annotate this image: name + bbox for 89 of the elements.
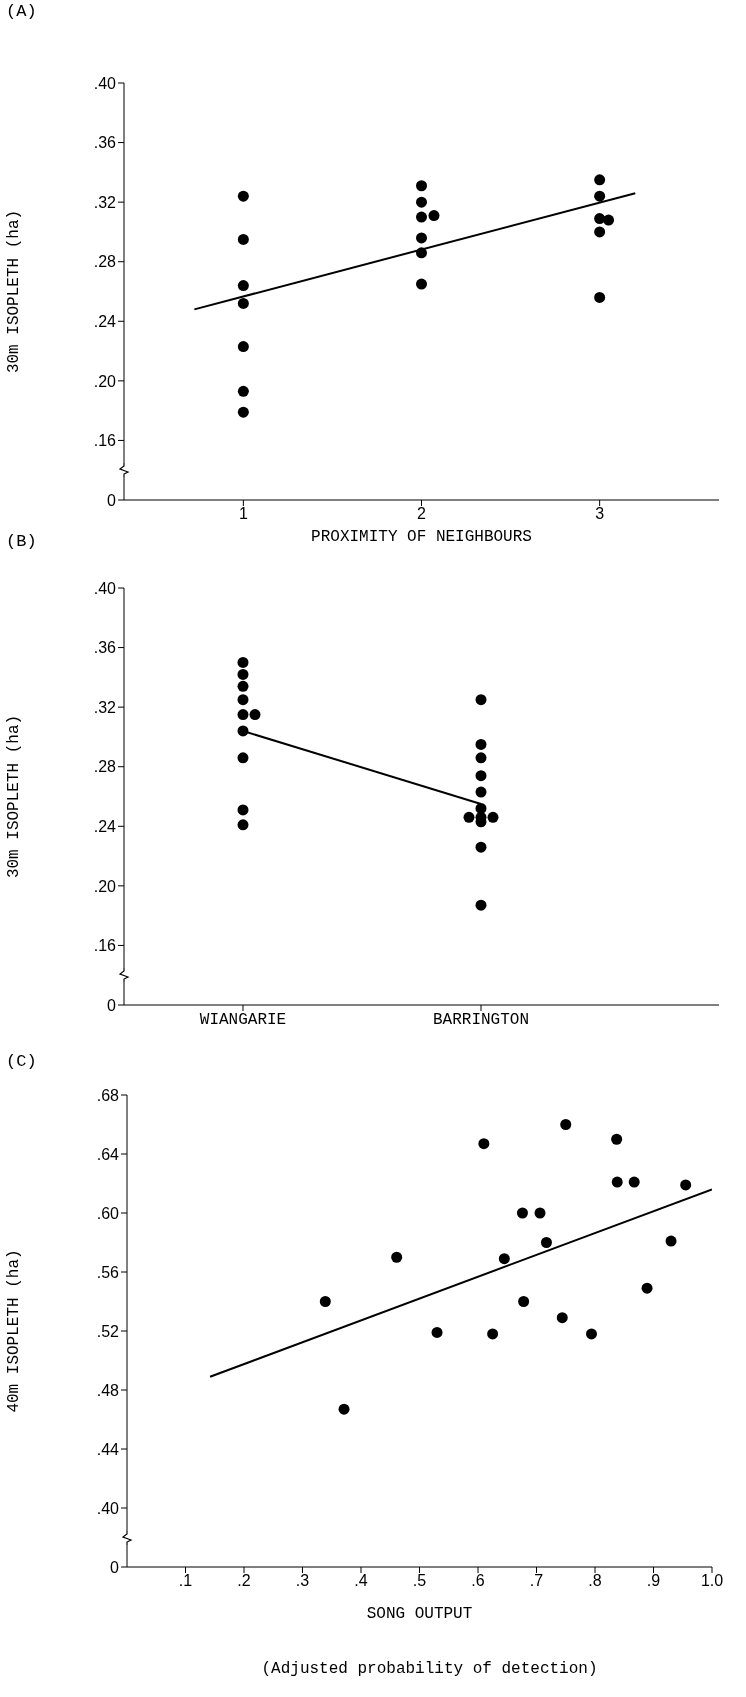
point [560,1119,572,1130]
point [237,233,249,245]
point [680,1179,692,1191]
x-tick-label: .9 [646,1572,661,1590]
y-axis-title: 40m ISOPLETH (ha) [4,1249,23,1413]
point [594,291,606,303]
point [319,1296,331,1307]
y-axis-title: 30m ISOPLETH (ha) [4,714,23,879]
y-tick-label: .64 [96,1145,120,1163]
point [237,190,249,202]
chart-title: (A) [6,2,37,21]
x-tick-label: WIANGARIE [199,1011,287,1030]
y-tick-label: .20 [93,877,117,895]
point [416,180,427,192]
point [237,385,249,397]
point [594,174,606,186]
point [416,278,427,290]
x-tick-label: .3 [295,1572,310,1590]
point [665,1235,677,1247]
point [594,226,606,238]
chart-title: (B) [6,532,37,551]
y-tick-label: .52 [96,1322,120,1340]
y-tick-label: .16 [93,937,117,955]
point [603,214,615,226]
point [428,210,440,222]
point [594,190,606,202]
point [641,1282,653,1294]
x-tick-label: 3 [595,505,605,523]
y-tick-label: .36 [93,639,117,657]
y-tick-label: .20 [93,372,117,390]
x-tick-label: BARRINGTON [432,1011,530,1030]
y-tick-label: .16 [93,432,117,450]
point [628,1176,640,1188]
y-tick-label: .40 [93,579,117,597]
text: (Adjusted probability of detection) [260,1660,599,1678]
x-tick-label: .6 [471,1572,485,1590]
point [431,1326,443,1338]
y-tick-label: .32 [93,193,117,211]
point [585,1328,597,1340]
y-tick-label: .24 [93,817,117,835]
y-tick-label: .48 [96,1381,120,1399]
x-tick-label: 1.0 [700,1572,724,1590]
point [487,1328,499,1340]
x-axis-title: SONG OUTPUT [365,1605,474,1623]
point [516,1207,528,1219]
y-tick-label: .24 [93,312,117,330]
point [416,232,427,244]
chart-title: (C) [6,1052,37,1071]
point [416,247,427,259]
y-tick-label: .36 [93,134,117,152]
point [416,196,427,208]
y-axis-title: 30m ISOPLETH (ha) [4,209,23,374]
point [534,1207,546,1219]
y-tick-label: 0 [110,1558,120,1576]
point [611,1133,623,1145]
point [391,1251,403,1263]
y-tick-label: 0 [107,491,117,509]
x-tick-label: .8 [588,1572,602,1590]
point [594,213,606,225]
x-tick-label: 1 [238,505,248,523]
y-tick-label: .56 [96,1263,120,1281]
x-tick-label: .1 [178,1572,193,1590]
y-tick-label: .40 [96,1499,120,1517]
x-tick-label: .5 [412,1572,427,1590]
point [518,1296,530,1307]
x-tick-label: .2 [237,1572,251,1590]
y-tick-label: .28 [93,253,117,271]
y-tick-label: .60 [96,1204,120,1222]
point [540,1237,552,1248]
y-tick-label: .40 [93,74,117,92]
x-tick-label: .7 [529,1572,544,1590]
point [498,1253,510,1265]
y-tick-label: 0 [107,996,117,1014]
point [478,1138,490,1150]
point [237,280,249,292]
y-tick-label: .28 [93,758,117,776]
x-axis-title: PROXIMITY OF NEIGHBOURS [310,528,533,546]
y-tick-label: .32 [93,698,117,716]
point [237,341,249,353]
y-tick-label: .68 [96,1086,120,1104]
point [237,406,249,418]
point [611,1176,623,1188]
y-tick-label: .44 [96,1440,120,1458]
x-tick-label: .4 [354,1572,368,1590]
point [556,1312,568,1324]
point [416,211,427,223]
x-tick-label: 2 [417,505,427,523]
point [338,1403,350,1415]
point [237,297,249,309]
